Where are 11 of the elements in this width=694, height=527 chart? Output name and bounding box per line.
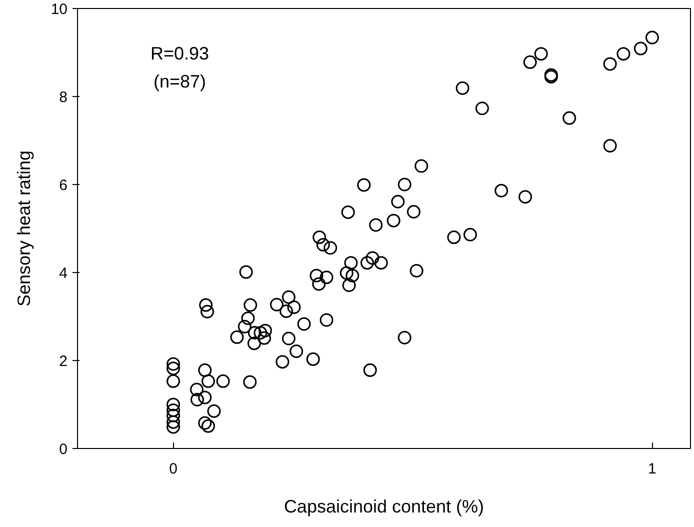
annotation: (n=87): [154, 72, 206, 92]
y-tick-label: 2: [59, 353, 68, 370]
y-tick-label: 6: [59, 177, 68, 194]
y-tick-label: 10: [50, 1, 68, 18]
annotation: R=0.93: [150, 44, 210, 64]
x-axis-title: Capsaicinoid content (%): [284, 496, 484, 516]
x-tick-label: 1: [648, 460, 656, 478]
y-tick-label: 0: [59, 441, 68, 458]
y-tick-label: 4: [59, 265, 68, 282]
y-axis-title: Sensory heat rating: [14, 150, 34, 307]
y-tick-label: 8: [59, 89, 68, 106]
